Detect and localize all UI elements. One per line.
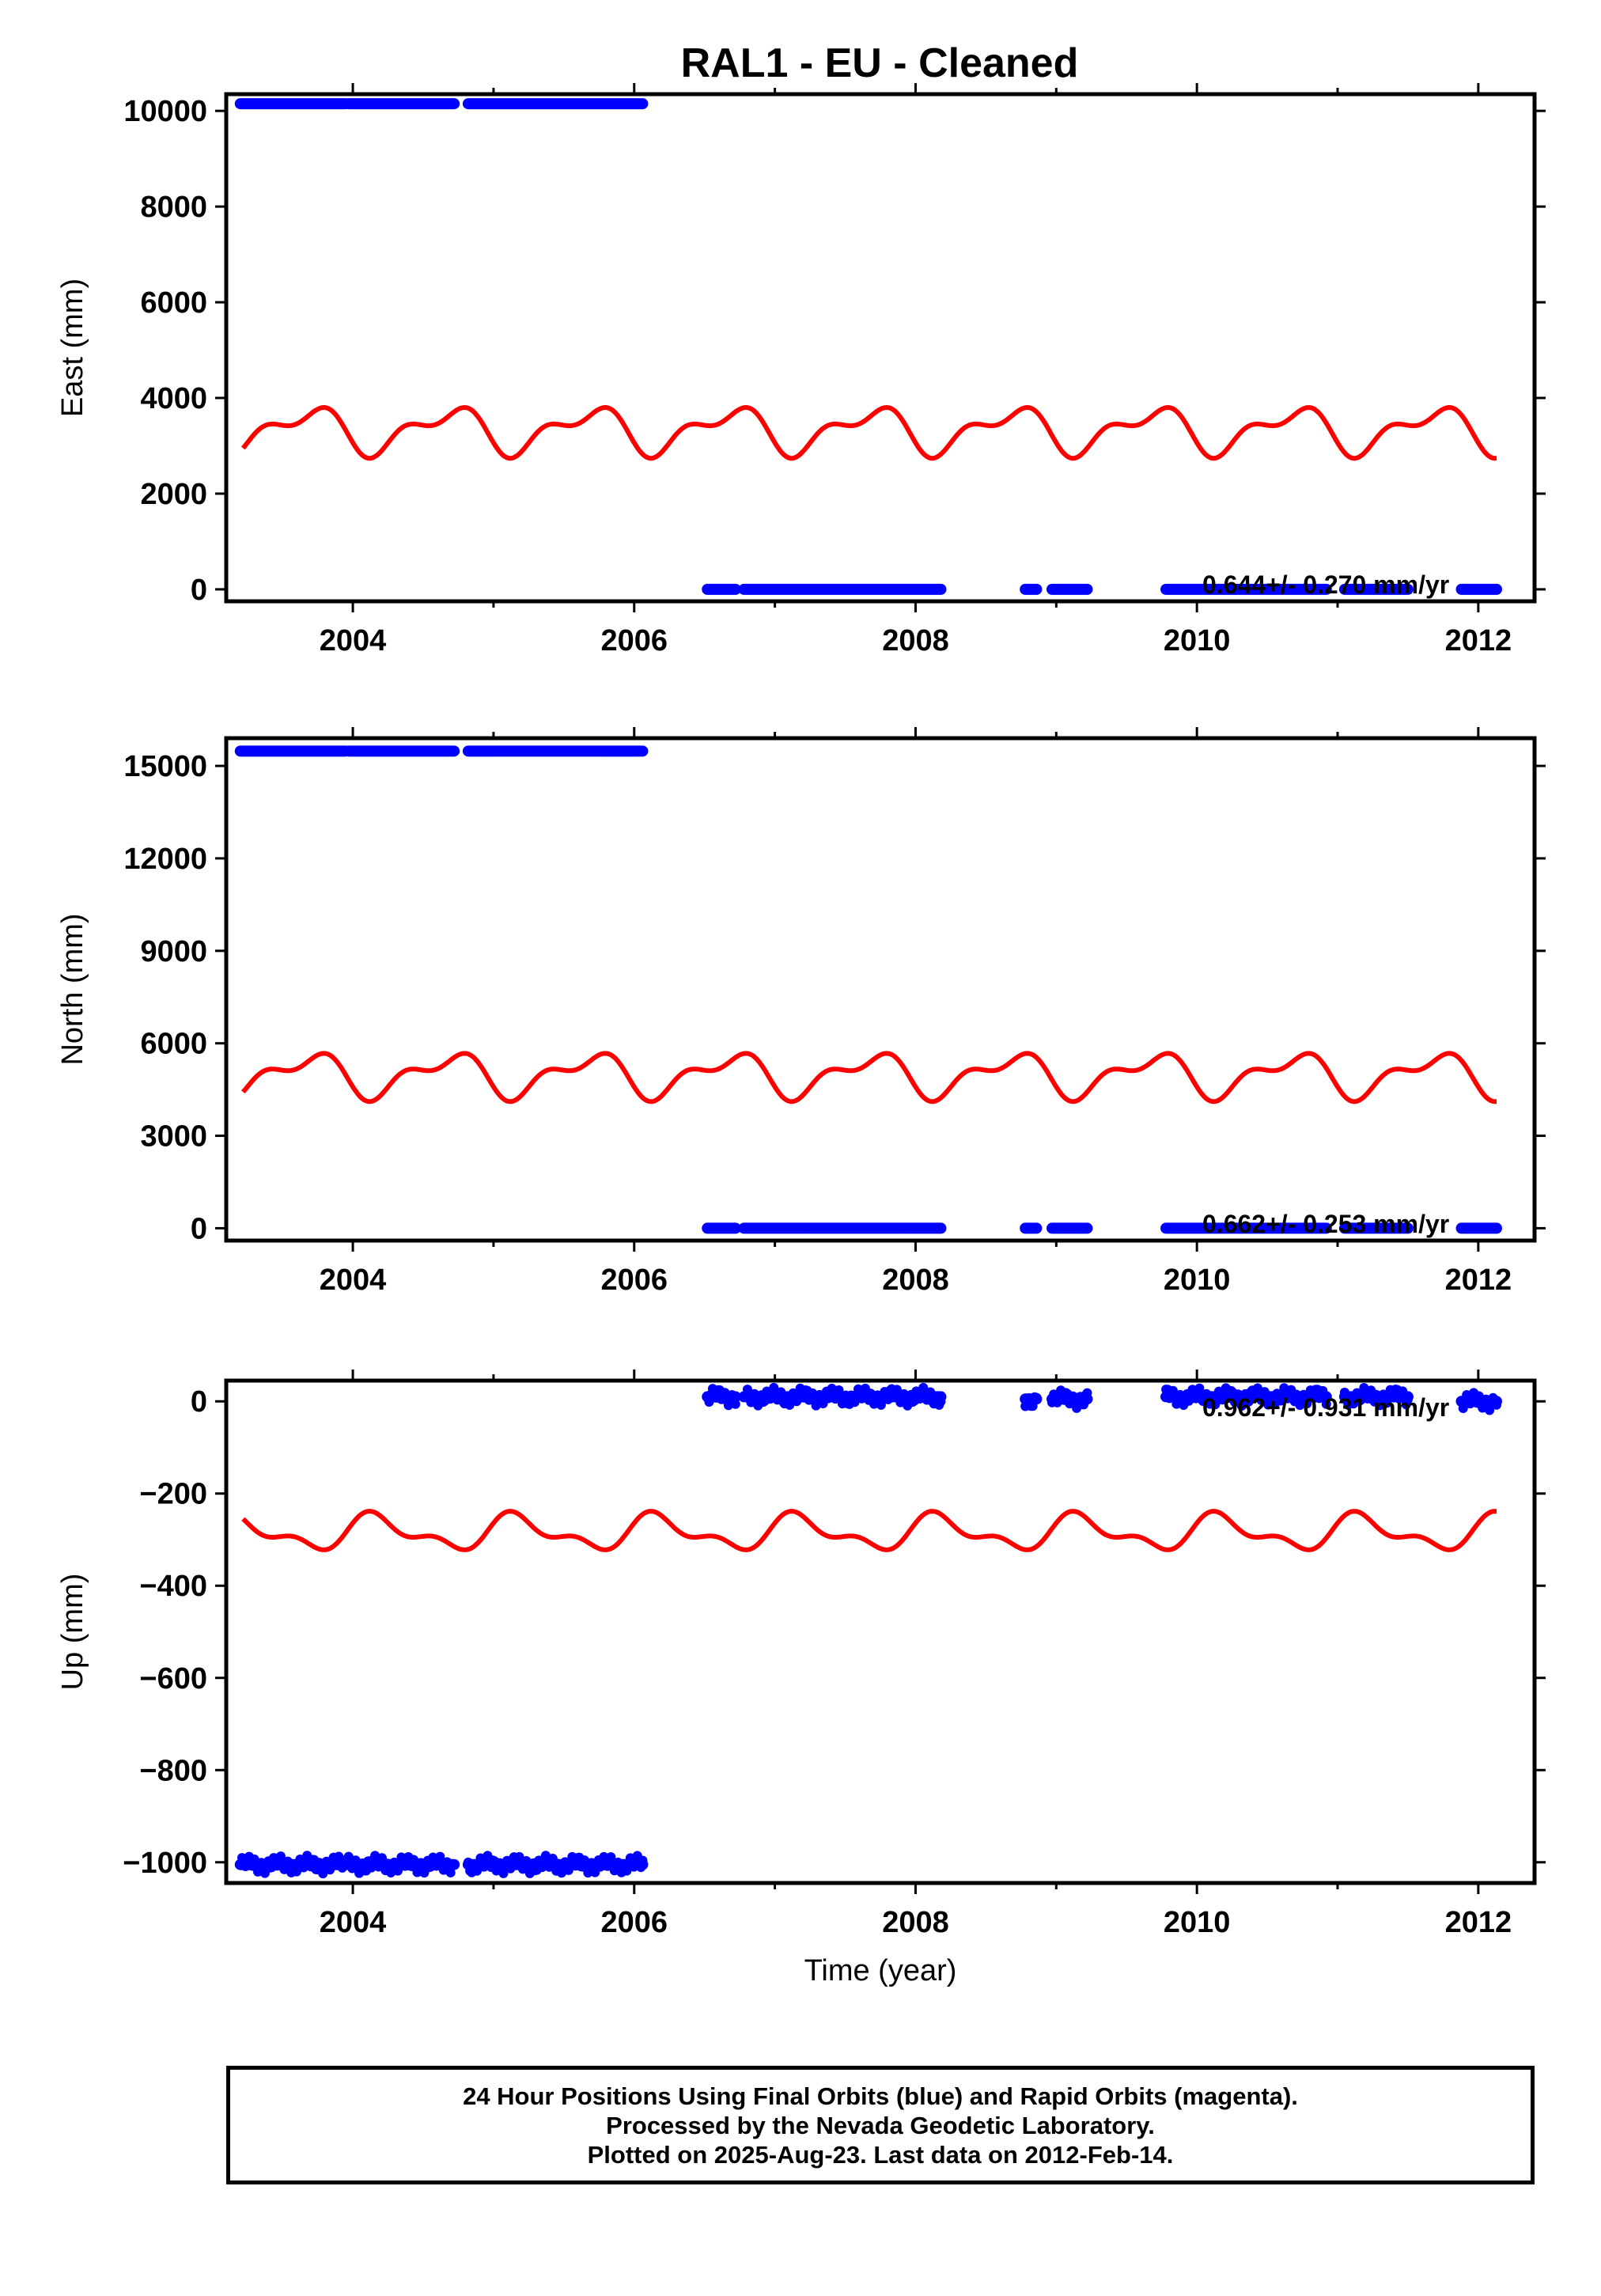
panel-east: 2004 2006 2008 2010 2012 0 2000 4000 6000 8000 100… [56, 83, 1546, 657]
y-tick-label-east-10000: 10000 [123, 95, 207, 128]
panel-north: 2004 2006 2008 2010 2012 0 3000 6000 9000 12000 15… [56, 727, 1546, 1297]
series-final-orbits-east [234, 98, 1502, 595]
footer-line-2: Processed by the Nevada Geodetic Laborat… [606, 2111, 1155, 2139]
chart-title: RAL1 - EU - Cleaned [681, 40, 1079, 86]
y-tick-label-up--1000: −1000 [123, 1847, 207, 1880]
data-point-up-4-112 [936, 1396, 946, 1407]
y-tick-label-east-4000: 4000 [140, 382, 207, 415]
x-tick-label-east-2006: 2006 [600, 624, 668, 657]
data-point-up-1-58 [445, 1867, 456, 1877]
y-tick-label-up--800: −800 [139, 1754, 207, 1787]
x-tick-label-east-2012: 2012 [1445, 624, 1512, 657]
plot-frame-east [224, 92, 1537, 604]
y-tick-label-north-0: 0 [191, 1212, 207, 1245]
x-tick-label-up-2010: 2010 [1164, 1906, 1231, 1939]
x-tick-label-north-2008: 2008 [882, 1264, 949, 1297]
data-point-up-9-16 [1485, 1405, 1495, 1415]
data-point-up-7-80 [1302, 1399, 1312, 1409]
data-point-up-6-20 [1082, 1388, 1092, 1398]
x-tick-label-up-2004: 2004 [320, 1906, 387, 1939]
x-tick-label-east-2008: 2008 [882, 624, 949, 657]
y-tick-label-east-8000: 8000 [140, 191, 207, 224]
x-tick-label-north-2004: 2004 [320, 1264, 387, 1297]
rate-label-north: 0.662+/- 0.253 mm/yr [1202, 1210, 1449, 1238]
data-point-up-4-54 [834, 1385, 844, 1396]
x-axis-label: Time (year) [804, 1954, 957, 1987]
data-point-up-8-24 [1382, 1398, 1392, 1408]
data-point-up-3-16 [730, 1399, 740, 1409]
model-curve-north [241, 1051, 1497, 1104]
x-tick-label-up-2006: 2006 [600, 1906, 668, 1939]
data-point-up-9-20 [1491, 1400, 1501, 1410]
y-tick-label-east-2000: 2000 [140, 478, 207, 511]
data-point-up-3-1 [704, 1396, 714, 1407]
y-axis-label-east: East (mm) [56, 278, 89, 417]
footer-line-1: 24 Hour Positions Using Final Orbits (bl… [463, 2082, 1298, 2110]
y-tick-label-up--600: −600 [139, 1662, 207, 1695]
data-point-up-2-99 [638, 1855, 648, 1866]
x-tick-label-north-2010: 2010 [1164, 1264, 1231, 1297]
plot-frame-up [224, 1378, 1537, 1885]
y-tick-label-east-6000: 6000 [140, 286, 207, 320]
rate-label-east: 0.644+/- 0.270 mm/yr [1202, 570, 1449, 599]
data-point-up-5-6 [1031, 1392, 1042, 1403]
data-point-up-7-90 [1319, 1391, 1330, 1401]
y-tick-label-north-6000: 6000 [140, 1028, 207, 1061]
y-tick-label-up-0: 0 [191, 1385, 207, 1419]
data-point-up-1-60 [449, 1859, 460, 1870]
y-tick-label-north-12000: 12000 [123, 843, 207, 876]
data-point-up-6-18 [1078, 1400, 1088, 1410]
x-tick-label-east-2004: 2004 [320, 624, 387, 657]
footer-box: 24 Hour Positions Using Final Orbits (bl… [226, 2066, 1535, 2184]
data-point-up-7-19 [1194, 1383, 1205, 1393]
y-tick-label-north-3000: 3000 [140, 1120, 207, 1154]
model-curve-up [241, 1509, 1497, 1552]
y-tick-label-north-15000: 15000 [123, 750, 207, 783]
y-tick-label-up--400: −400 [139, 1570, 207, 1603]
data-point-up-2-57 [563, 1865, 573, 1875]
y-axis-label-north: North (mm) [56, 913, 89, 1065]
y-axis-label-up: Up (mm) [56, 1574, 89, 1691]
data-point-up-5-4 [1028, 1401, 1038, 1411]
x-tick-label-north-2006: 2006 [600, 1264, 668, 1297]
plot-frame-north [224, 736, 1537, 1243]
series-final-orbits-up [234, 1382, 1502, 1879]
model-curve-east [240, 404, 1497, 461]
x-tick-label-east-2010: 2010 [1164, 624, 1231, 657]
y-tick-label-east-0: 0 [191, 574, 207, 607]
footer-line-3: Plotted on 2025-Aug-23. Last data on 201… [587, 2140, 1174, 2169]
x-tick-label-up-2012: 2012 [1445, 1906, 1512, 1939]
rate-label-up: 0.962+/- 0.931 mm/yr [1202, 1393, 1449, 1422]
x-tick-label-up-2008: 2008 [882, 1906, 949, 1939]
y-tick-label-up--200: −200 [139, 1478, 207, 1511]
series-final-orbits-north [234, 745, 1502, 1234]
y-tick-label-north-9000: 9000 [140, 935, 207, 968]
data-point-up-8-36 [1402, 1394, 1413, 1404]
data-point-up-7-91 [1321, 1399, 1331, 1409]
panel-up: 2004 2006 2008 2010 2012 0 −200 −400 −600 −800 −10… [56, 1370, 1546, 1987]
x-tick-label-north-2012: 2012 [1445, 1264, 1512, 1297]
